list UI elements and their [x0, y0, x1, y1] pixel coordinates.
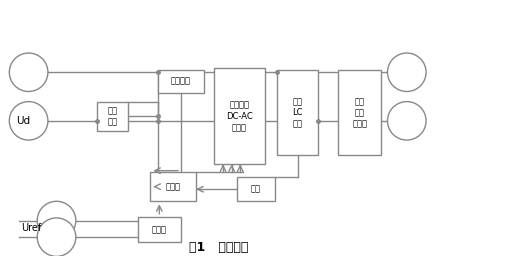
Bar — [237, 177, 275, 201]
Text: 图1   原理框图: 图1 原理框图 — [189, 241, 249, 254]
Bar — [338, 70, 381, 155]
Text: 单片机: 单片机 — [166, 182, 181, 191]
Ellipse shape — [387, 53, 426, 91]
Ellipse shape — [37, 201, 76, 240]
Ellipse shape — [9, 102, 48, 140]
Text: 电压
采样: 电压 采样 — [107, 106, 118, 126]
Bar — [214, 68, 265, 164]
Text: 反馈: 反馈 — [251, 185, 261, 194]
Ellipse shape — [387, 102, 426, 140]
Text: 锁相环: 锁相环 — [152, 225, 167, 234]
Text: 自振荡型
DC-AC
变换器: 自振荡型 DC-AC 变换器 — [226, 101, 252, 132]
Bar — [277, 70, 318, 155]
Bar — [158, 70, 204, 93]
Text: Uref: Uref — [21, 223, 41, 233]
Bar — [97, 102, 128, 131]
Text: 工频
隔离
变压器: 工频 隔离 变压器 — [352, 97, 367, 128]
Text: Ud: Ud — [16, 116, 31, 126]
Text: 电流采样: 电流采样 — [171, 77, 191, 86]
Text: 二阶
LC
滤波: 二阶 LC 滤波 — [292, 97, 303, 128]
Ellipse shape — [37, 218, 76, 256]
Bar — [138, 217, 181, 242]
Ellipse shape — [9, 53, 48, 91]
Bar — [151, 172, 196, 201]
